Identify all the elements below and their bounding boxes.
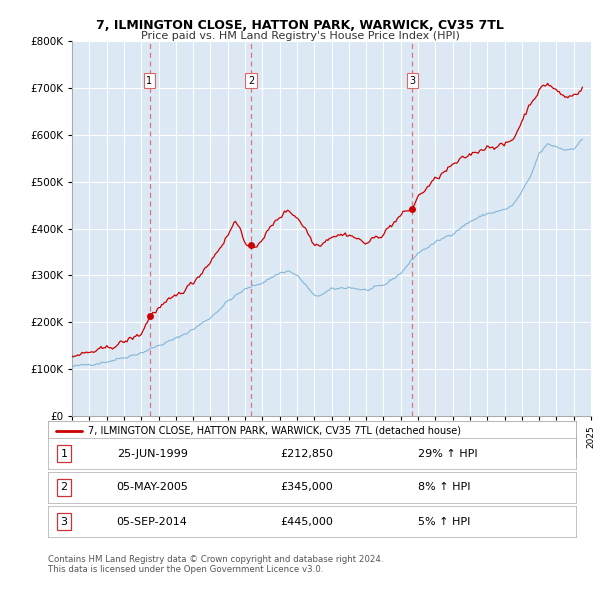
Text: 5% ↑ HPI: 5% ↑ HPI	[418, 517, 470, 526]
Text: 1: 1	[61, 449, 67, 458]
Text: 05-SEP-2014: 05-SEP-2014	[116, 517, 188, 526]
Text: Price paid vs. HM Land Registry's House Price Index (HPI): Price paid vs. HM Land Registry's House …	[140, 31, 460, 41]
Text: 3: 3	[409, 76, 415, 86]
Text: 7, ILMINGTON CLOSE, HATTON PARK, WARWICK, CV35 7TL (detached house): 7, ILMINGTON CLOSE, HATTON PARK, WARWICK…	[88, 425, 461, 435]
Text: HPI: Average price, detached house, Warwick: HPI: Average price, detached house, Warw…	[88, 442, 309, 452]
Text: 8% ↑ HPI: 8% ↑ HPI	[418, 483, 470, 492]
Text: 2: 2	[60, 483, 67, 492]
Text: Contains HM Land Registry data © Crown copyright and database right 2024.: Contains HM Land Registry data © Crown c…	[48, 555, 383, 563]
Text: This data is licensed under the Open Government Licence v3.0.: This data is licensed under the Open Gov…	[48, 565, 323, 574]
Text: 2: 2	[248, 76, 254, 86]
Text: 3: 3	[61, 517, 67, 526]
Text: £212,850: £212,850	[280, 449, 334, 458]
Text: £445,000: £445,000	[280, 517, 333, 526]
Text: £345,000: £345,000	[280, 483, 333, 492]
Text: 1: 1	[146, 76, 152, 86]
Text: 7, ILMINGTON CLOSE, HATTON PARK, WARWICK, CV35 7TL: 7, ILMINGTON CLOSE, HATTON PARK, WARWICK…	[96, 19, 504, 32]
Text: 25-JUN-1999: 25-JUN-1999	[116, 449, 188, 458]
Text: 05-MAY-2005: 05-MAY-2005	[116, 483, 188, 492]
Text: 29% ↑ HPI: 29% ↑ HPI	[418, 449, 477, 458]
